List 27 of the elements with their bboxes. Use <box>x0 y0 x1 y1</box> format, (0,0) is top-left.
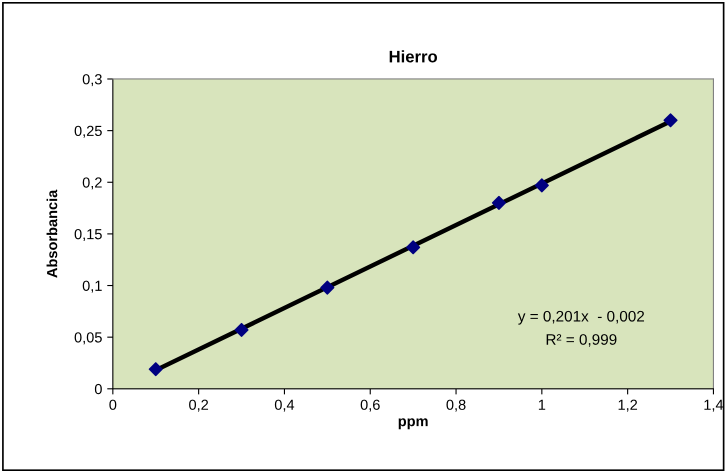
y-tick-label: 0,05 <box>74 332 102 344</box>
y-tick-label: 0,1 <box>82 280 102 293</box>
x-tick-label: 1,2 <box>618 400 638 412</box>
annotation: R² = 0,999 <box>546 334 616 347</box>
point <box>534 178 549 192</box>
annotation: y = 0,201x - 0,002 <box>518 310 644 325</box>
x-tick-label: 0,8 <box>446 400 466 412</box>
x-tick-label: 0,2 <box>189 400 208 412</box>
x-tick-label: 0,4 <box>274 400 294 412</box>
point <box>234 322 249 337</box>
y-tick-label: 0,2 <box>82 177 102 190</box>
point <box>148 362 163 376</box>
point <box>406 240 420 254</box>
chart-title: Hierro <box>390 50 438 62</box>
y-axis-title: Absorbancia <box>46 190 58 278</box>
point <box>663 113 678 128</box>
x-tick-label: 0,6 <box>360 400 380 412</box>
x-tick-label: 1 <box>538 400 546 410</box>
y-tick-label: 0,3 <box>82 74 102 86</box>
y-tick-label: 0,25 <box>74 126 102 138</box>
x-axis-title: ppm <box>398 418 428 430</box>
y-tick-label: 0 <box>94 384 102 394</box>
point <box>320 280 334 295</box>
x-tick-label: 1,4 <box>704 400 724 412</box>
x-tick-label: 0 <box>109 400 116 410</box>
y-tick-label: 0,15 <box>74 229 102 242</box>
point <box>492 196 506 210</box>
